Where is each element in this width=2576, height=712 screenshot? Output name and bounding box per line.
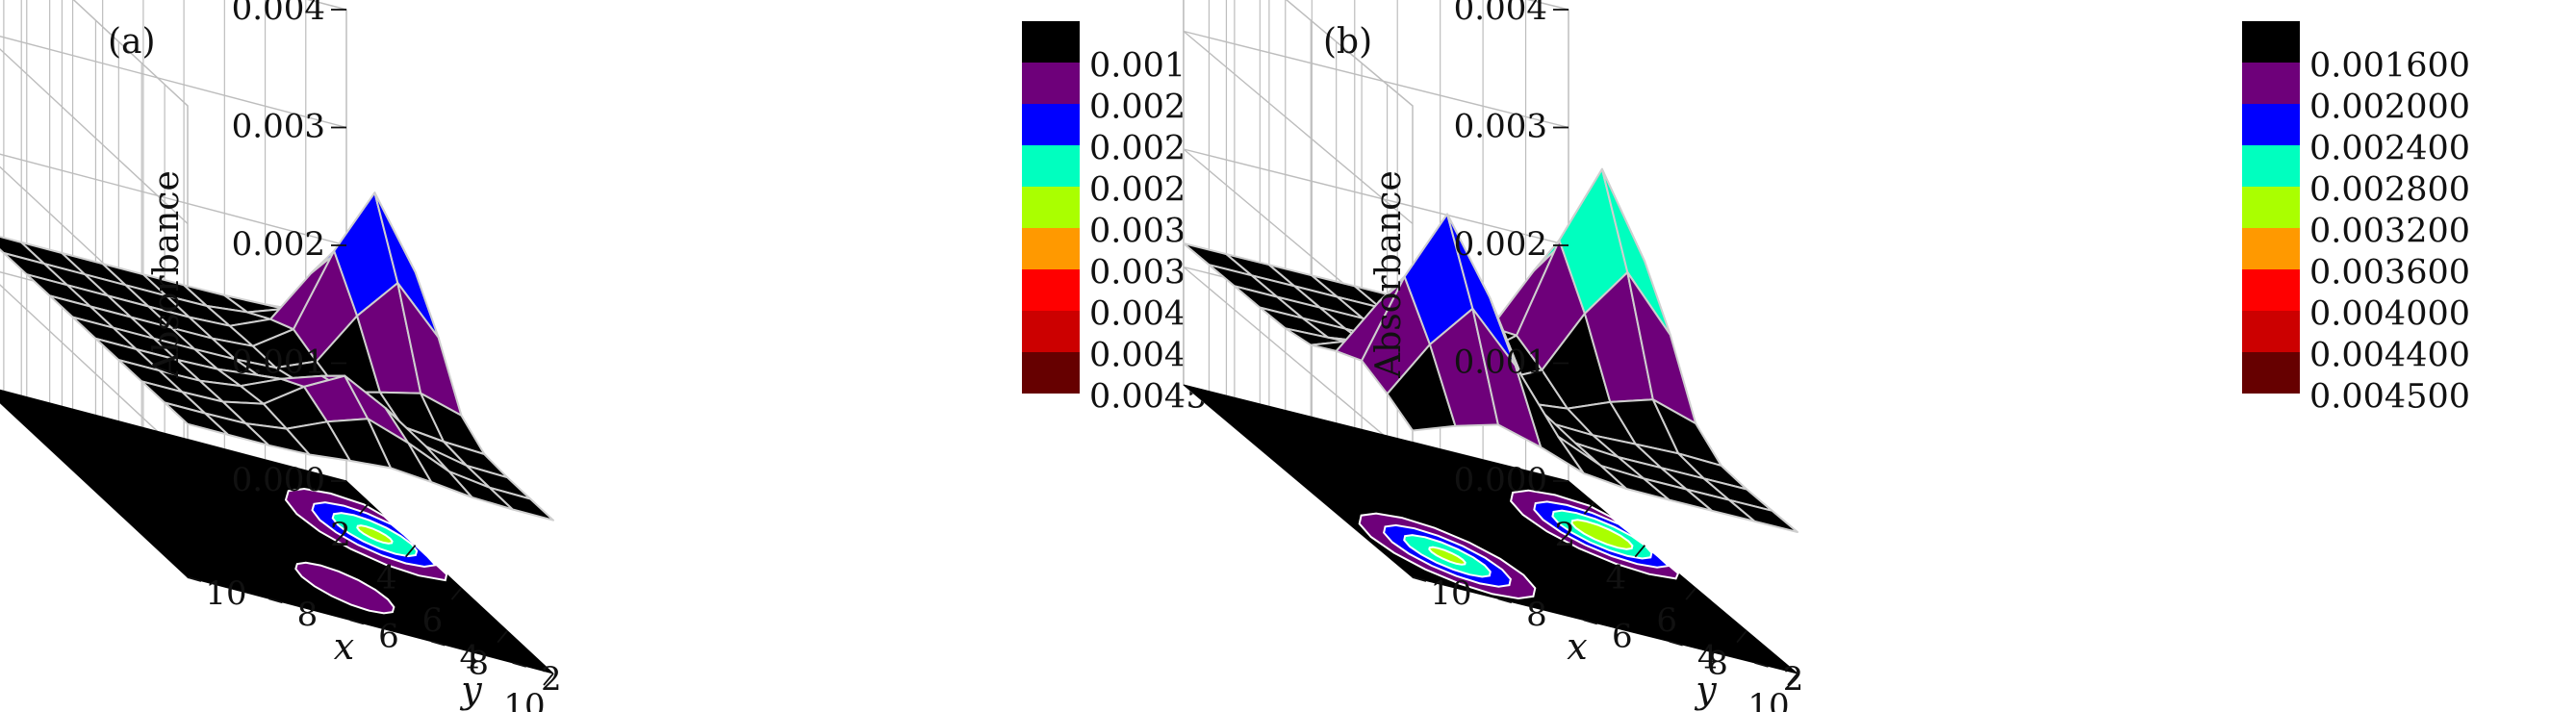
x-tick-label: 10 (503, 687, 545, 712)
legend-swatch (2242, 187, 2300, 228)
y-tick (1754, 662, 1769, 668)
legend-swatch (1022, 104, 1080, 145)
z-tick-label: 0.002 (1454, 225, 1547, 264)
x-tick-label: 4 (1606, 559, 1627, 598)
x-tick (543, 673, 554, 686)
z-tick-label: 0.001 (232, 343, 325, 382)
y-tick-label: 2 (1783, 660, 1804, 699)
y-tick-label: 2 (541, 660, 562, 699)
panel-label: (b) (1323, 22, 1372, 62)
floor-contour (1428, 546, 1467, 566)
x-tick (1685, 587, 1696, 600)
z-axis-label: Absorbance (1369, 170, 1409, 379)
z-tick-label: 0.000 (1454, 461, 1547, 499)
legend-label: 0.004400 (2309, 337, 2470, 375)
y-tick (268, 598, 283, 604)
panel-label: (a) (108, 22, 156, 62)
y-tick (1412, 576, 1427, 582)
legend-label: 0.004500 (2309, 378, 2470, 417)
z-tick-label: 0.002 (232, 225, 325, 264)
legend-label: 0.001600 (2309, 47, 2470, 86)
y-axis-label: y (459, 669, 482, 711)
y-tick-label: 6 (378, 617, 399, 655)
y-tick-label: 6 (1612, 617, 1633, 655)
x-tick-label: 4 (376, 559, 397, 598)
legend-swatch (2242, 269, 2300, 311)
x-tick (1634, 545, 1646, 558)
legend-swatch (1022, 187, 1080, 228)
panel-a: 0.0000.0010.0020.0030.004Absorbance24681… (0, 0, 1250, 712)
floor-contour (294, 561, 395, 615)
y-tick-label: 8 (297, 596, 319, 634)
legend-swatch (2242, 145, 2300, 187)
y-tick (431, 640, 446, 647)
y-tick-label: 10 (1430, 574, 1471, 613)
y-tick (187, 576, 202, 582)
legend-swatch (2242, 21, 2300, 63)
x-tick-label: 2 (1555, 516, 1576, 554)
x-tick (404, 545, 417, 558)
x-axis-label: x (1567, 625, 1587, 668)
y-tick-label: 4 (1697, 639, 1719, 677)
y-tick (349, 619, 365, 625)
legend-label: 0.002000 (2309, 89, 2470, 127)
z-tick-label: 0.004 (1454, 0, 1547, 28)
z-tick-label: 0.001 (1454, 343, 1547, 382)
z-tick-label: 0.003 (1454, 108, 1547, 146)
y-tick-label: 8 (1526, 596, 1547, 634)
panel-b: 0.0000.0010.0020.0030.004Absorbance24681… (1183, 0, 2470, 712)
legend-swatch (1022, 145, 1080, 187)
x-tick-label: 8 (468, 645, 489, 683)
y-tick (1583, 619, 1598, 625)
x-tick-label: 6 (1656, 601, 1677, 640)
legend-swatch (2242, 228, 2300, 269)
legend-swatch (1022, 228, 1080, 269)
x-tick (1736, 629, 1747, 644)
legend-label: 0.003600 (2309, 254, 2470, 292)
legend-label: 0.004000 (2309, 295, 2470, 334)
x-tick (1787, 673, 1798, 686)
x-tick (359, 501, 370, 515)
x-tick-label: 8 (1707, 645, 1728, 683)
x-tick-label: 2 (330, 516, 351, 554)
legend-swatch (1022, 352, 1080, 394)
y-axis-label: y (1694, 669, 1717, 711)
legend-swatch (2242, 104, 2300, 145)
legend-label: 0.003200 (2309, 213, 2470, 251)
legend-swatch (2242, 63, 2300, 104)
y-tick-label: 4 (460, 639, 481, 677)
surface-cell (488, 486, 554, 521)
legend-swatch (1022, 269, 1080, 311)
z-tick-label: 0.003 (232, 108, 325, 146)
x-tick (1583, 501, 1595, 515)
x-tick (497, 629, 508, 644)
x-tick (450, 587, 463, 600)
floor-contour (1570, 519, 1634, 550)
z-axis-label: Absorbance (147, 170, 187, 379)
y-tick (1497, 598, 1513, 604)
legend-swatch (1022, 21, 1080, 63)
legend-swatch (2242, 352, 2300, 394)
legend-swatch (2242, 311, 2300, 352)
z-tick-label: 0.004 (232, 0, 325, 28)
x-tick-label: 6 (422, 601, 444, 640)
legend-label: 0.002800 (2309, 171, 2470, 210)
legend-swatch (1022, 63, 1080, 104)
y-tick (1669, 640, 1683, 647)
z-tick-label: 0.000 (232, 461, 325, 499)
legend-label: 0.002400 (2309, 130, 2470, 168)
floor-contour (356, 524, 394, 545)
y-tick (512, 662, 527, 668)
legend-swatch (1022, 311, 1080, 352)
x-axis-label: x (334, 625, 354, 668)
x-tick-label: 10 (1747, 687, 1789, 712)
surface-cell (1728, 498, 1798, 533)
y-tick-label: 10 (205, 574, 246, 613)
